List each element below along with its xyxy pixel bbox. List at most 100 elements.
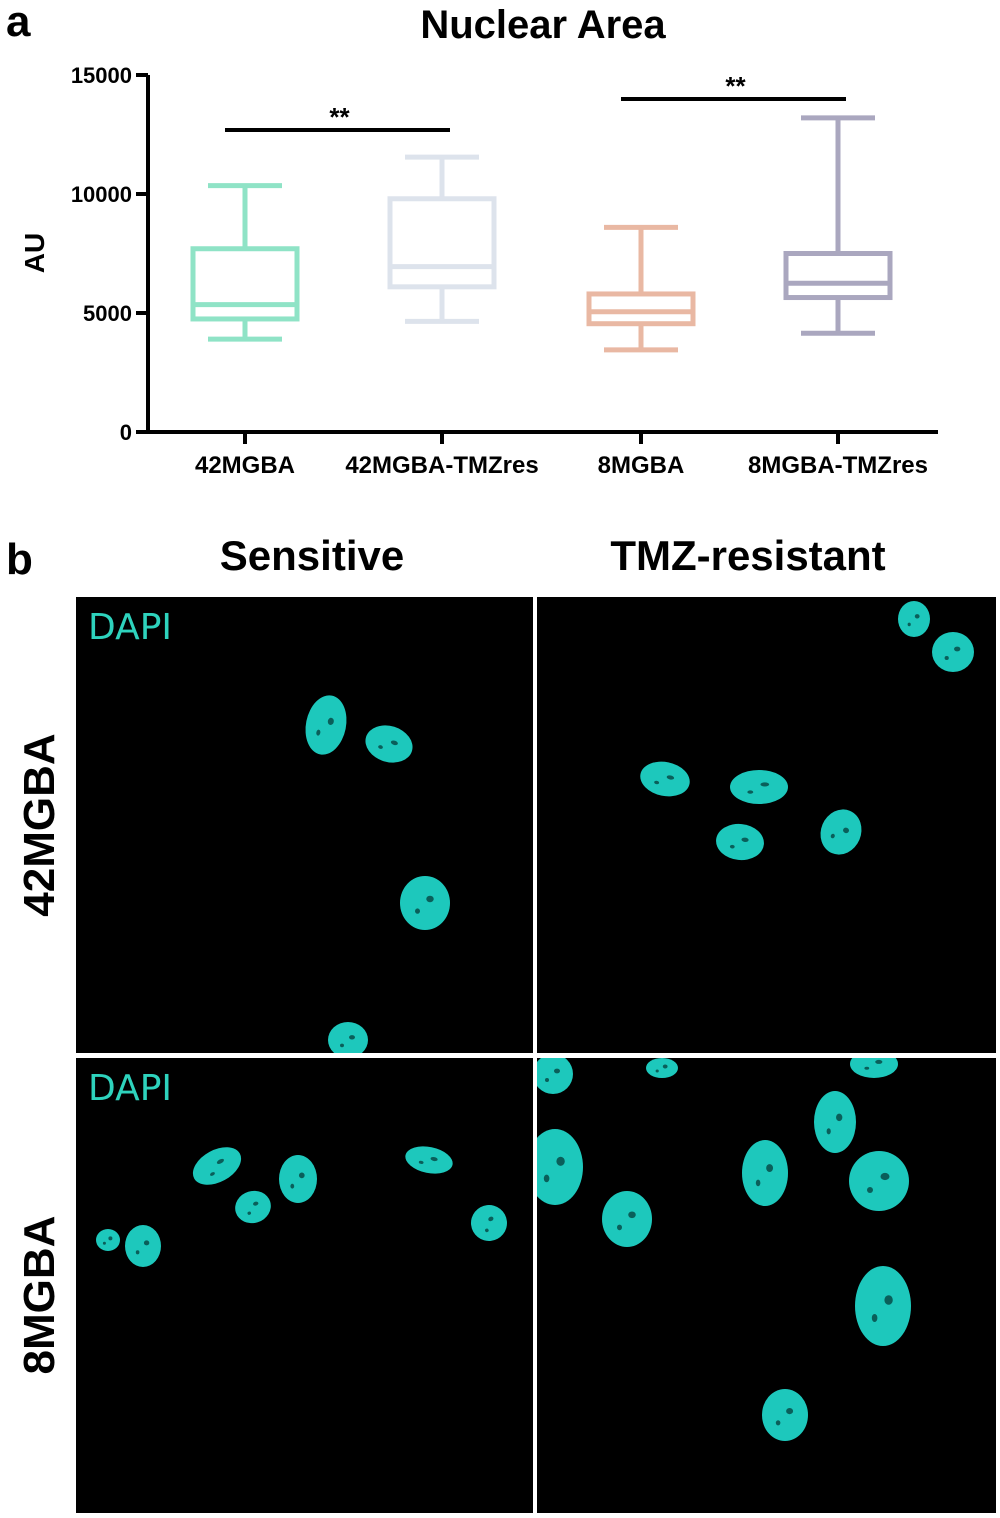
nucleolus — [775, 1420, 781, 1426]
column-header-sensitive: Sensitive — [219, 532, 405, 579]
nucleus-body — [96, 1229, 120, 1251]
nucleus — [471, 1205, 507, 1241]
nucleolus — [327, 717, 334, 725]
nucleus — [730, 770, 788, 804]
nucleus — [814, 1091, 856, 1153]
box-42mgba — [190, 183, 300, 342]
nucleolus — [298, 1172, 305, 1179]
nucleolus — [554, 1068, 560, 1074]
nucleolus — [786, 1407, 794, 1415]
nucleus-body — [742, 1140, 788, 1206]
nucleolus — [741, 837, 749, 842]
nuclei-layer — [96, 1146, 507, 1267]
nucleus-body — [400, 876, 450, 930]
nucleolus — [914, 614, 920, 619]
nucleus — [820, 809, 862, 855]
panel-b-letter: b — [6, 535, 33, 584]
nucleus-body — [898, 601, 930, 637]
box-series — [190, 115, 893, 353]
micrograph-42mgba-tmz-resistant — [537, 597, 996, 1053]
y-tick-label: 5000 — [83, 301, 132, 326]
nucleus — [405, 1146, 453, 1174]
nucleus-body — [125, 1225, 161, 1267]
nucleus — [537, 1129, 583, 1205]
significance-label: ** — [725, 71, 746, 101]
nucleolus — [210, 1172, 215, 1176]
nucleus-body — [716, 823, 764, 861]
nucleus — [849, 1151, 909, 1211]
nucleolus — [102, 1241, 106, 1245]
nucleus — [365, 725, 413, 763]
nucleus-body — [820, 809, 862, 855]
nucleolus — [830, 833, 835, 839]
nucleus-body — [537, 1058, 573, 1094]
nucleolus — [543, 1174, 550, 1183]
nucleolus — [415, 908, 420, 914]
nucleolus — [760, 782, 770, 787]
nucleus-body — [365, 725, 413, 763]
nucleus-body — [328, 1022, 368, 1053]
nucleolus — [316, 729, 321, 736]
nucleolus — [836, 1113, 843, 1122]
nucleus — [855, 1266, 911, 1346]
nucleolus — [216, 1158, 224, 1164]
nucleus — [235, 1190, 271, 1224]
nucleus-body — [640, 761, 690, 797]
nucleus-body — [850, 1058, 898, 1078]
nucleolus — [884, 1295, 893, 1305]
nucleus — [742, 1140, 788, 1206]
nucleus-body — [405, 1146, 453, 1174]
nucleus — [716, 823, 764, 861]
nucleus-body — [471, 1205, 507, 1241]
nucleus — [328, 1022, 368, 1053]
nucleus — [850, 1058, 898, 1078]
panel-a-letter: a — [6, 0, 31, 46]
nucleus — [125, 1225, 161, 1267]
chart-title: Nuclear Area — [420, 3, 666, 47]
iqr-box — [783, 251, 893, 301]
nucleus-body — [305, 695, 347, 755]
nucleus-body — [855, 1266, 911, 1346]
nucleolus — [747, 790, 754, 794]
nucleus — [305, 695, 347, 755]
nucleus-body — [646, 1058, 678, 1078]
nucleus — [537, 1058, 573, 1094]
nucleolus — [655, 1069, 659, 1073]
nucleolus — [944, 656, 949, 660]
y-tick-label: 15000 — [71, 63, 132, 88]
nucleus — [932, 632, 974, 672]
nucleolus — [666, 775, 675, 780]
nucleolus — [617, 1224, 622, 1231]
nucleolus — [954, 646, 961, 652]
nuclei-layer — [640, 601, 974, 861]
nucleus — [762, 1389, 808, 1441]
iqr-box — [387, 196, 497, 290]
nucleolus — [871, 1314, 878, 1322]
nucleus-body — [932, 632, 974, 672]
nucleolus — [880, 1172, 890, 1181]
nucleolus — [340, 1043, 344, 1048]
nucleolus — [430, 1156, 438, 1162]
nucleus-body — [279, 1155, 317, 1203]
nucleus-body — [235, 1190, 271, 1224]
micrograph-grid: DAPI DAPI — [76, 597, 996, 1513]
y-tick-label: 0 — [120, 420, 132, 445]
nuclear-area-box-chart: Nuclear Area AU 0 5000 10000 15000 42MGBA 42M… — [19, 3, 938, 479]
nucleolus — [135, 1250, 140, 1255]
nucleolus — [418, 1160, 424, 1164]
nucleus — [646, 1058, 678, 1078]
nucleolus — [390, 740, 398, 746]
iqr-box — [190, 246, 300, 322]
nuclei-layer — [537, 1058, 911, 1441]
nucleolus — [556, 1156, 565, 1166]
nucleolus — [426, 895, 434, 903]
micrograph-42mgba-sensitive: DAPI — [76, 597, 533, 1053]
nucleolus — [485, 1228, 489, 1233]
nucleolus — [875, 1059, 883, 1064]
nucleolus — [488, 1216, 494, 1222]
nucleus-body — [849, 1151, 909, 1211]
stain-label-dapi: DAPI — [88, 1068, 173, 1109]
nucleolus — [628, 1211, 636, 1219]
nucleus — [279, 1155, 317, 1203]
nucleus-body — [730, 770, 788, 804]
